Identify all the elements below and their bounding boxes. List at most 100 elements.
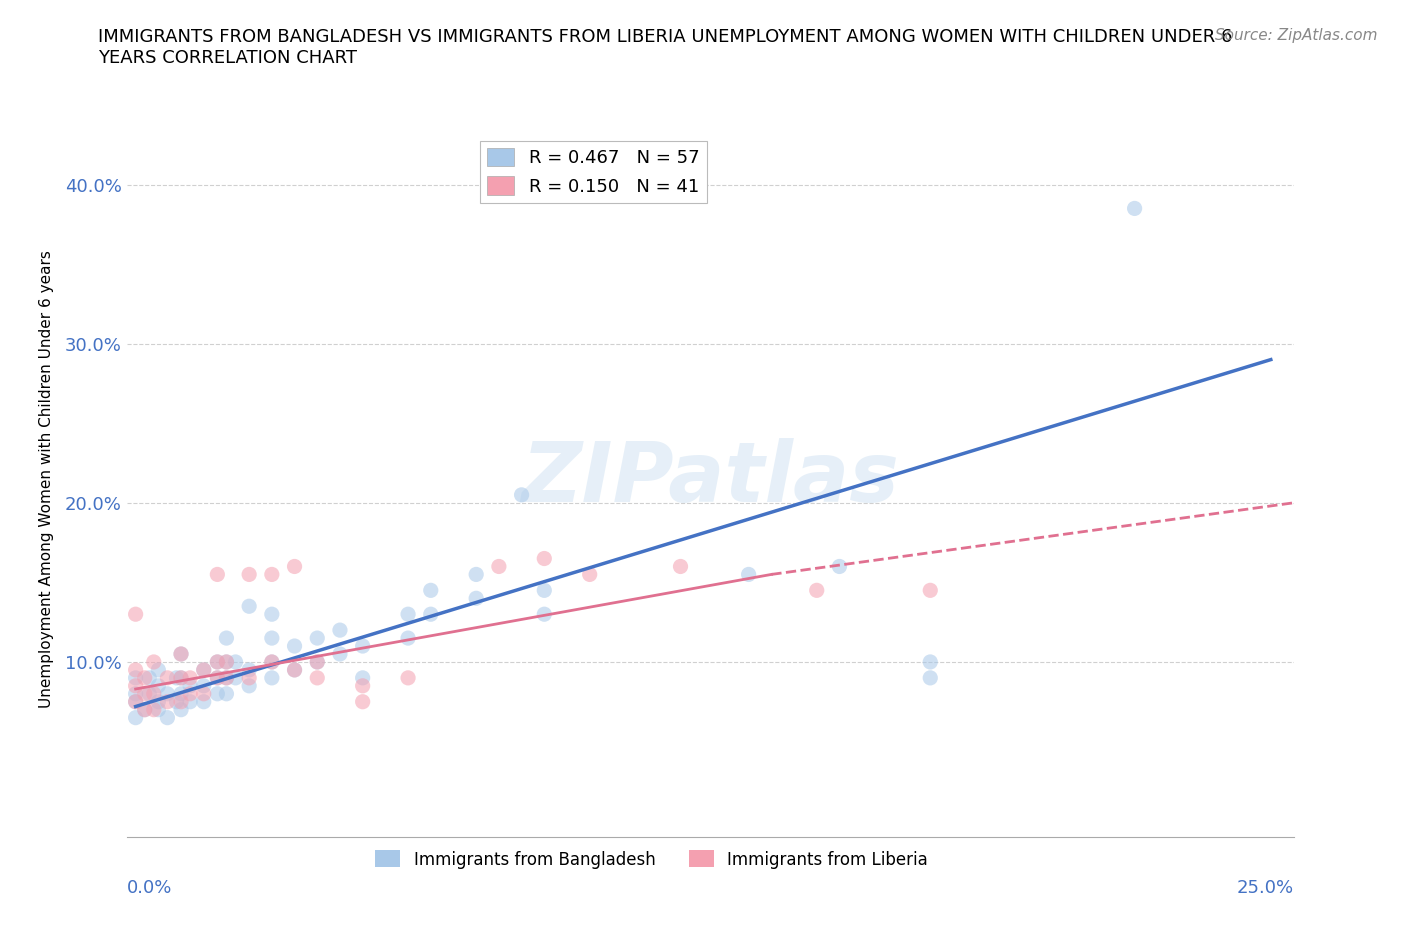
Point [238, 678, 260, 693]
Point [207, 655, 229, 670]
Point [307, 655, 329, 670]
Point [533, 606, 555, 621]
Point [193, 686, 215, 701]
Point [179, 695, 201, 710]
Point [283, 639, 305, 654]
Point [124, 711, 146, 725]
Point [352, 695, 374, 710]
Point [124, 695, 146, 710]
Point [396, 671, 419, 685]
Point [238, 599, 260, 614]
Point [148, 678, 170, 693]
Point [124, 678, 146, 693]
Point [329, 646, 352, 661]
Point [238, 671, 260, 685]
Point [193, 662, 215, 677]
Point [307, 671, 329, 685]
Point [260, 631, 283, 645]
Point [225, 655, 247, 670]
Point [260, 567, 283, 582]
Point [156, 695, 179, 710]
Point [207, 671, 229, 685]
Point [737, 567, 759, 582]
Point [260, 606, 283, 621]
Point [170, 702, 193, 717]
Point [283, 662, 305, 677]
Point [920, 583, 942, 598]
Point [260, 655, 283, 670]
Text: 25.0%: 25.0% [1236, 879, 1294, 897]
Point [215, 655, 238, 670]
Point [207, 686, 229, 701]
Point [134, 671, 156, 685]
Point [207, 567, 229, 582]
Point [806, 583, 828, 598]
Point [124, 671, 146, 685]
Point [134, 686, 156, 701]
Point [166, 695, 188, 710]
Point [352, 671, 374, 685]
Point [533, 551, 555, 566]
Point [166, 671, 188, 685]
Point [396, 606, 419, 621]
Point [138, 671, 160, 685]
Point [215, 631, 238, 645]
Point [283, 662, 305, 677]
Point [170, 646, 193, 661]
Text: 0.0%: 0.0% [127, 879, 172, 897]
Point [170, 646, 193, 661]
Point [179, 686, 201, 701]
Point [215, 686, 238, 701]
Legend: Immigrants from Bangladesh, Immigrants from Liberia: Immigrants from Bangladesh, Immigrants f… [368, 844, 935, 875]
Point [138, 686, 160, 701]
Point [156, 686, 179, 701]
Text: Source: ZipAtlas.com: Source: ZipAtlas.com [1215, 28, 1378, 43]
Point [510, 487, 533, 502]
Point [533, 583, 555, 598]
Point [396, 631, 419, 645]
Point [193, 662, 215, 677]
Point [215, 671, 238, 685]
Point [488, 559, 510, 574]
Point [352, 639, 374, 654]
Point [920, 655, 942, 670]
Point [179, 678, 201, 693]
Point [156, 671, 179, 685]
Point [307, 631, 329, 645]
Point [329, 623, 352, 638]
Y-axis label: Unemployment Among Women with Children Under 6 years: Unemployment Among Women with Children U… [39, 250, 53, 708]
Point [215, 655, 238, 670]
Point [170, 686, 193, 701]
Point [920, 671, 942, 685]
Point [238, 567, 260, 582]
Point [193, 695, 215, 710]
Point [124, 662, 146, 677]
Point [148, 662, 170, 677]
Point [225, 671, 247, 685]
Point [1123, 201, 1146, 216]
Point [260, 671, 283, 685]
Point [578, 567, 600, 582]
Point [170, 695, 193, 710]
Point [193, 678, 215, 693]
Point [465, 591, 488, 605]
Point [352, 678, 374, 693]
Point [179, 671, 201, 685]
Point [238, 662, 260, 677]
Point [124, 695, 146, 710]
Point [170, 671, 193, 685]
Point [156, 711, 179, 725]
Point [207, 671, 229, 685]
Point [215, 671, 238, 685]
Point [142, 655, 165, 670]
Point [134, 702, 156, 717]
Text: IMMIGRANTS FROM BANGLADESH VS IMMIGRANTS FROM LIBERIA UNEMPLOYMENT AMONG WOMEN W: IMMIGRANTS FROM BANGLADESH VS IMMIGRANTS… [98, 28, 1233, 67]
Point [465, 567, 488, 582]
Point [283, 559, 305, 574]
Point [124, 686, 146, 701]
Point [170, 671, 193, 685]
Point [148, 702, 170, 717]
Point [148, 695, 170, 710]
Point [207, 655, 229, 670]
Point [669, 559, 692, 574]
